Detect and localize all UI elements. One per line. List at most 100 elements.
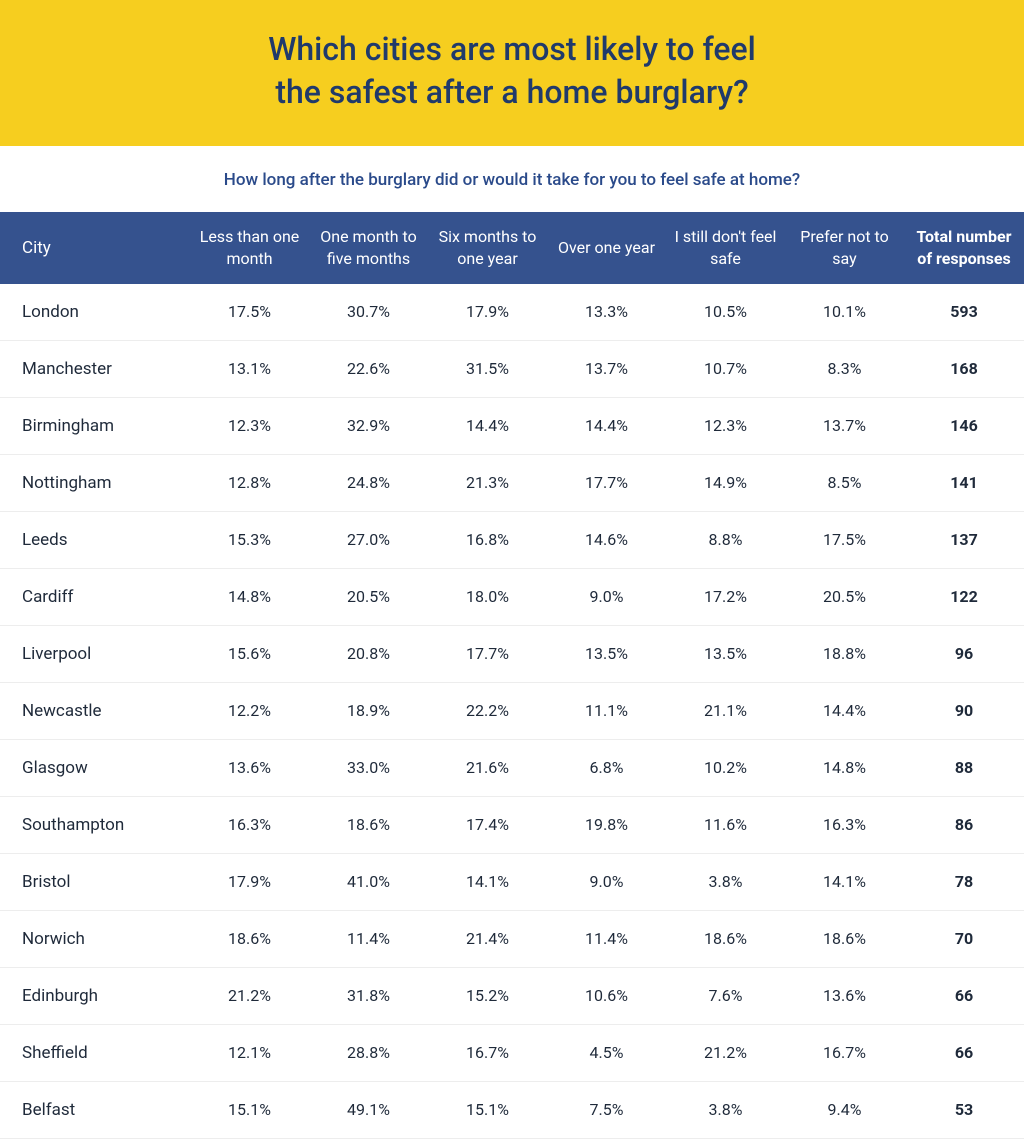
cell-c1: 14.8% <box>190 568 309 625</box>
cell-c6: 10.1% <box>785 284 904 341</box>
cell-c5: 3.8% <box>666 853 785 910</box>
subtitle: How long after the burglary did or would… <box>0 146 1024 212</box>
cell-total: 122 <box>904 568 1024 625</box>
cell-c4: 9.0% <box>547 853 666 910</box>
table-row: Edinburgh21.2%31.8%15.2%10.6%7.6%13.6%66 <box>0 967 1024 1024</box>
page-title: Which cities are most likely to feel the… <box>20 28 1004 114</box>
table-row: Nottingham12.8%24.8%21.3%17.7%14.9%8.5%1… <box>0 454 1024 511</box>
cell-c1: 12.2% <box>190 682 309 739</box>
cell-c3: 15.1% <box>428 1081 547 1138</box>
cell-c6: 20.5% <box>785 568 904 625</box>
cell-city: Nottingham <box>0 454 190 511</box>
cell-c3: 17.9% <box>428 284 547 341</box>
cell-c2: 18.9% <box>309 682 428 739</box>
cell-c5: 18.6% <box>666 910 785 967</box>
cell-c5: 12.3% <box>666 397 785 454</box>
cell-c1: 15.3% <box>190 511 309 568</box>
col-6mo-1yr: Six months to one year <box>428 212 547 283</box>
cell-c1: 12.3% <box>190 397 309 454</box>
table-row: Cardiff14.8%20.5%18.0%9.0%17.2%20.5%122 <box>0 568 1024 625</box>
data-table: City Less than one month One month to fi… <box>0 212 1024 1138</box>
table-row: Liverpool15.6%20.8%17.7%13.5%13.5%18.8%9… <box>0 625 1024 682</box>
table-row: Glasgow13.6%33.0%21.6%6.8%10.2%14.8%88 <box>0 739 1024 796</box>
cell-city: Glasgow <box>0 739 190 796</box>
col-still-unsafe: I still don't feel safe <box>666 212 785 283</box>
cell-c6: 14.4% <box>785 682 904 739</box>
cell-c2: 33.0% <box>309 739 428 796</box>
cell-city: Norwich <box>0 910 190 967</box>
cell-total: 78 <box>904 853 1024 910</box>
table-row: Sheffield12.1%28.8%16.7%4.5%21.2%16.7%66 <box>0 1024 1024 1081</box>
cell-city: Sheffield <box>0 1024 190 1081</box>
cell-c4: 13.7% <box>547 340 666 397</box>
cell-c6: 8.5% <box>785 454 904 511</box>
cell-c6: 9.4% <box>785 1081 904 1138</box>
cell-city: Birmingham <box>0 397 190 454</box>
cell-c3: 16.7% <box>428 1024 547 1081</box>
cell-c5: 7.6% <box>666 967 785 1024</box>
cell-c6: 18.8% <box>785 625 904 682</box>
cell-city: Newcastle <box>0 682 190 739</box>
cell-c2: 32.9% <box>309 397 428 454</box>
cell-city: Belfast <box>0 1081 190 1138</box>
cell-c3: 21.4% <box>428 910 547 967</box>
cell-city: Bristol <box>0 853 190 910</box>
cell-c5: 10.5% <box>666 284 785 341</box>
cell-c5: 17.2% <box>666 568 785 625</box>
col-less-1mo: Less than one month <box>190 212 309 283</box>
cell-c2: 49.1% <box>309 1081 428 1138</box>
cell-c1: 17.9% <box>190 853 309 910</box>
cell-city: Liverpool <box>0 625 190 682</box>
cell-c1: 21.2% <box>190 967 309 1024</box>
cell-c5: 11.6% <box>666 796 785 853</box>
cell-c1: 18.6% <box>190 910 309 967</box>
cell-city: Leeds <box>0 511 190 568</box>
cell-c4: 4.5% <box>547 1024 666 1081</box>
cell-c3: 14.4% <box>428 397 547 454</box>
cell-c2: 20.5% <box>309 568 428 625</box>
cell-c1: 15.1% <box>190 1081 309 1138</box>
table-row: Leeds15.3%27.0%16.8%14.6%8.8%17.5%137 <box>0 511 1024 568</box>
cell-c5: 10.7% <box>666 340 785 397</box>
cell-c4: 11.4% <box>547 910 666 967</box>
cell-c4: 11.1% <box>547 682 666 739</box>
cell-c4: 17.7% <box>547 454 666 511</box>
table-row: Birmingham12.3%32.9%14.4%14.4%12.3%13.7%… <box>0 397 1024 454</box>
cell-c3: 31.5% <box>428 340 547 397</box>
cell-c1: 16.3% <box>190 796 309 853</box>
cell-c1: 15.6% <box>190 625 309 682</box>
cell-total: 88 <box>904 739 1024 796</box>
cell-c3: 15.2% <box>428 967 547 1024</box>
cell-city: Manchester <box>0 340 190 397</box>
cell-c4: 6.8% <box>547 739 666 796</box>
cell-total: 593 <box>904 284 1024 341</box>
cell-c3: 21.3% <box>428 454 547 511</box>
cell-c4: 14.6% <box>547 511 666 568</box>
cell-total: 96 <box>904 625 1024 682</box>
cell-c2: 41.0% <box>309 853 428 910</box>
cell-c6: 13.7% <box>785 397 904 454</box>
cell-total: 66 <box>904 1024 1024 1081</box>
cell-city: Southampton <box>0 796 190 853</box>
table-row: London17.5%30.7%17.9%13.3%10.5%10.1%593 <box>0 284 1024 341</box>
cell-c4: 19.8% <box>547 796 666 853</box>
cell-c6: 16.3% <box>785 796 904 853</box>
cell-c2: 30.7% <box>309 284 428 341</box>
cell-c2: 22.6% <box>309 340 428 397</box>
col-total: Total number of responses <box>904 212 1024 283</box>
title-banner: Which cities are most likely to feel the… <box>0 0 1024 146</box>
cell-total: 146 <box>904 397 1024 454</box>
cell-c2: 11.4% <box>309 910 428 967</box>
cell-c5: 8.8% <box>666 511 785 568</box>
cell-total: 168 <box>904 340 1024 397</box>
cell-c6: 17.5% <box>785 511 904 568</box>
col-city: City <box>0 212 190 283</box>
cell-c5: 3.8% <box>666 1081 785 1138</box>
cell-total: 90 <box>904 682 1024 739</box>
cell-total: 70 <box>904 910 1024 967</box>
cell-c4: 13.5% <box>547 625 666 682</box>
cell-c6: 14.1% <box>785 853 904 910</box>
col-prefer-not: Prefer not to say <box>785 212 904 283</box>
cell-total: 86 <box>904 796 1024 853</box>
cell-city: Cardiff <box>0 568 190 625</box>
